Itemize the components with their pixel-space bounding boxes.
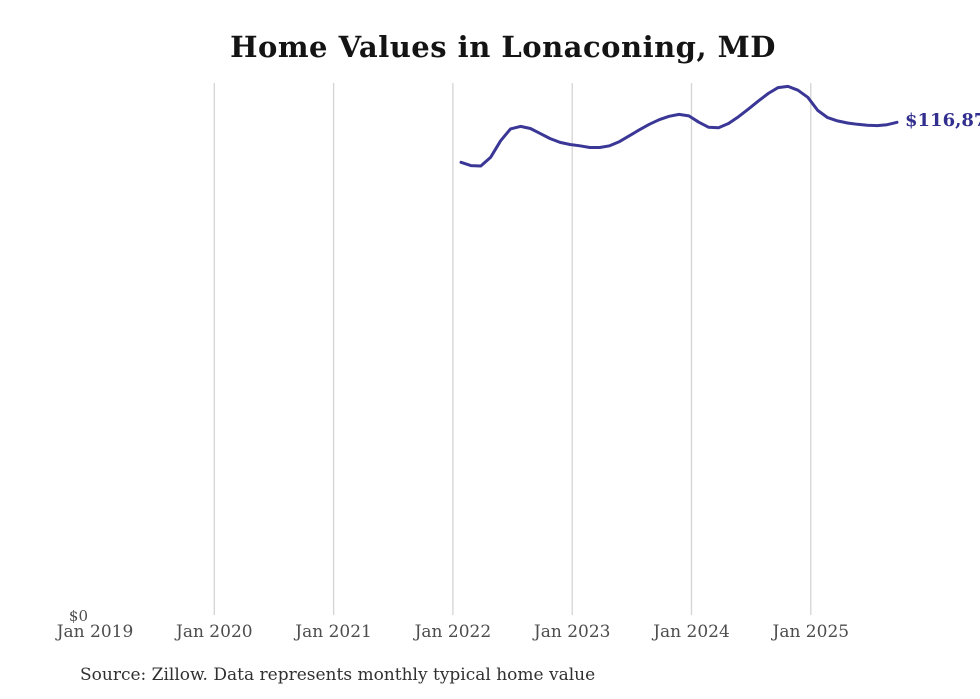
year-gridlines xyxy=(213,83,812,615)
x-tick-jan-2022: Jan 2022 xyxy=(414,622,492,642)
chart-title: Home Values in Lonaconing, MD xyxy=(230,30,776,64)
source-note: Source: Zillow. Data represents monthly … xyxy=(80,665,596,685)
y-axis-zero-tick-label: $0 xyxy=(68,607,88,625)
x-tick-jan-2019: Jan 2019 xyxy=(56,622,134,642)
x-tick-jan-2021: Jan 2021 xyxy=(295,622,372,642)
series-end-value-label: $116,875 xyxy=(905,110,980,131)
home-value-line-series xyxy=(459,84,899,168)
x-tick-jan-2024: Jan 2024 xyxy=(653,622,730,642)
x-tick-jan-2020: Jan 2020 xyxy=(176,622,253,642)
x-tick-jan-2023: Jan 2023 xyxy=(533,622,611,642)
x-tick-jan-2025: Jan 2025 xyxy=(772,622,850,642)
